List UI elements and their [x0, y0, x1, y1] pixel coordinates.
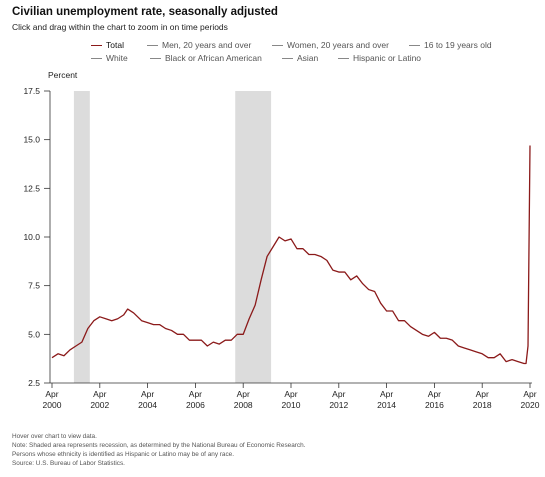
- legend-item-women-20-plus[interactable]: Women, 20 years and over: [272, 40, 389, 50]
- x-tick-label-year: 2010: [282, 400, 301, 410]
- legend-item-men-20-plus[interactable]: Men, 20 years and over: [147, 40, 251, 50]
- note-ethnicity: Persons whose ethnicity is identified as…: [12, 451, 235, 458]
- legend-swatch-men: [147, 44, 158, 46]
- legend-swatch-total: [91, 44, 102, 46]
- x-tick-label-month: Apr: [141, 389, 154, 399]
- legend-item-16-to-19[interactable]: 16 to 19 years old: [409, 40, 492, 50]
- note-recession: Note: Shaded area represents recession, …: [12, 442, 306, 449]
- y-tick-label: 2.5: [28, 378, 40, 388]
- chart-title: Civilian unemployment rate, seasonally a…: [12, 6, 278, 18]
- y-tick-label: 5.0: [28, 329, 40, 339]
- x-tick-label-year: 2018: [473, 400, 492, 410]
- x-tick-label-month: Apr: [332, 389, 345, 399]
- y-tick-label: 17.5: [23, 86, 40, 96]
- legend-label: Hispanic or Latino: [353, 53, 422, 63]
- legend-item-white[interactable]: White: [91, 53, 128, 63]
- y-axis-label: Percent: [48, 70, 78, 80]
- legend-label: Asian: [297, 53, 319, 63]
- legend-swatch-black: [150, 57, 161, 59]
- x-tick-label-year: 2012: [329, 400, 348, 410]
- chart-subtitle: Click and drag within the chart to zoom …: [12, 22, 228, 32]
- recession-band-0: [73, 91, 90, 383]
- legend-label: Total: [106, 40, 124, 50]
- x-tick-label-year: 2004: [138, 400, 157, 410]
- legend-swatch-asian: [282, 57, 293, 59]
- y-tick-label: 15.0: [23, 135, 40, 145]
- y-tick-label: 7.5: [28, 281, 40, 291]
- x-tick-label-month: Apr: [476, 389, 489, 399]
- legend-label: Black or African American: [165, 53, 262, 63]
- legend-swatch-teens: [409, 44, 420, 46]
- chart-area[interactable]: Percent2.55.07.510.012.515.017.5Apr2000A…: [0, 0, 545, 430]
- legend-item-total[interactable]: Total: [91, 40, 124, 50]
- x-tick-label-year: 2008: [234, 400, 253, 410]
- legend-item-hispanic[interactable]: Hispanic or Latino: [338, 53, 421, 63]
- legend-swatch-hispanic: [338, 57, 349, 59]
- x-tick-label-year: 2020: [521, 400, 540, 410]
- note-source: Source: U.S. Bureau of Labor Statistics.: [12, 460, 125, 467]
- x-tick-label-year: 2000: [43, 400, 62, 410]
- x-tick-label-year: 2016: [425, 400, 444, 410]
- legend-swatch-white: [91, 57, 102, 59]
- x-tick-label-month: Apr: [189, 389, 202, 399]
- notes: Hover over chart to view data. Note: Sha…: [12, 432, 305, 468]
- legend-label: 16 to 19 years old: [424, 40, 492, 50]
- x-tick-label-month: Apr: [45, 389, 58, 399]
- x-tick-label-month: Apr: [428, 389, 441, 399]
- x-tick-label-month: Apr: [237, 389, 250, 399]
- x-tick-label-month: Apr: [380, 389, 393, 399]
- x-tick-label-year: 2014: [377, 400, 396, 410]
- legend-swatch-women: [272, 44, 283, 46]
- legend-item-asian[interactable]: Asian: [282, 53, 318, 63]
- x-tick-label-month: Apr: [523, 389, 536, 399]
- legend-item-black[interactable]: Black or African American: [150, 53, 262, 63]
- legend-label: White: [106, 53, 128, 63]
- legend-label: Women, 20 years and over: [287, 40, 389, 50]
- x-tick-label-month: Apr: [284, 389, 297, 399]
- x-tick-label-month: Apr: [93, 389, 106, 399]
- note-hover: Hover over chart to view data.: [12, 433, 97, 440]
- x-tick-label-year: 2006: [186, 400, 205, 410]
- legend-label: Men, 20 years and over: [162, 40, 252, 50]
- recession-band-1: [235, 91, 272, 383]
- x-tick-label-year: 2002: [90, 400, 109, 410]
- series-line-total: [51, 145, 531, 365]
- y-tick-label: 12.5: [23, 183, 40, 193]
- y-tick-label: 10.0: [23, 232, 40, 242]
